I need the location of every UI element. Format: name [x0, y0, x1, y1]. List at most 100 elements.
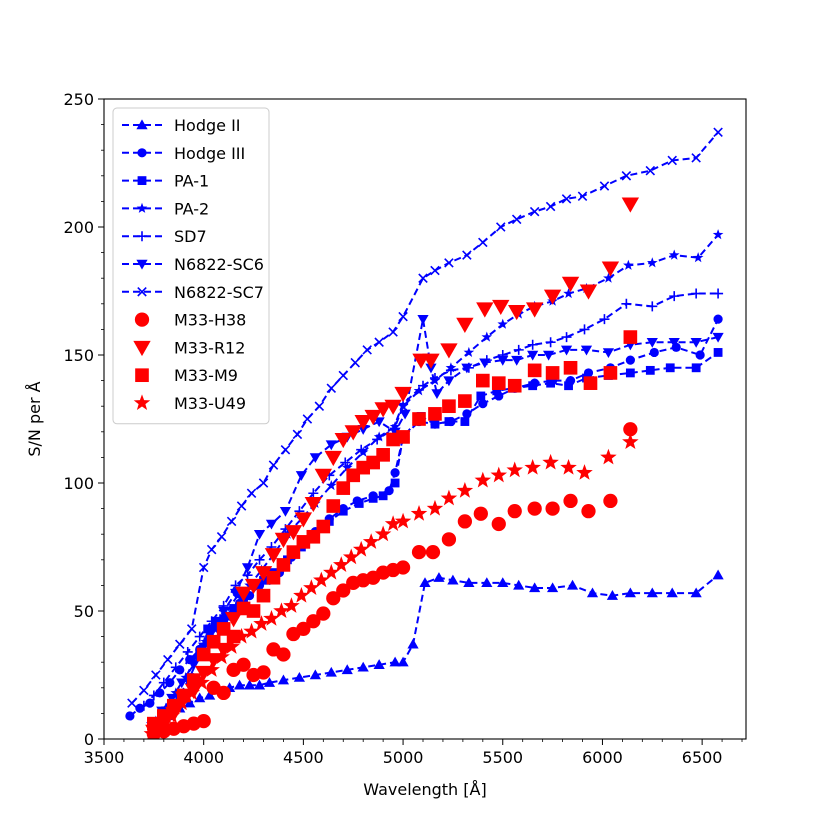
- data-point-n6822-sc7: [292, 429, 303, 440]
- legend-marker-m33-m9: [135, 368, 149, 383]
- data-point-m33-r12: [234, 586, 253, 602]
- data-point-pa-1: [460, 417, 470, 426]
- data-point-m33-m9: [507, 378, 522, 393]
- data-point-m33-r12: [294, 512, 313, 528]
- data-point-n6822-sc7: [495, 222, 506, 232]
- data-point-n6822-sc6: [399, 409, 411, 420]
- data-point-n6822-sc6: [712, 332, 724, 343]
- data-point-hodge-iii: [713, 314, 723, 324]
- data-point-hodge-ii: [433, 572, 445, 582]
- data-point-pa-1: [528, 381, 538, 391]
- data-point-hodge-ii: [566, 579, 579, 590]
- data-point-m33-h38: [326, 591, 341, 606]
- x-axis-label: Wavelength [Å]: [363, 780, 486, 799]
- data-point-m33-m9: [286, 545, 301, 559]
- legend-marker-pa-1: [137, 176, 147, 185]
- data-point-n6822-sc6: [479, 358, 491, 369]
- data-point-n6822-sc6: [527, 350, 539, 361]
- data-point-m33-r12: [274, 532, 293, 548]
- data-point-hodge-ii: [341, 664, 353, 675]
- legend-entry-m33-r12: M33-R12: [133, 338, 245, 357]
- data-point-n6822-sc7: [545, 201, 556, 212]
- data-point-pa-2: [325, 479, 337, 491]
- data-point-pa-2: [341, 462, 353, 473]
- data-point-m33-u49: [163, 707, 181, 723]
- data-point-m33-r12: [324, 450, 342, 467]
- data-point-hodge-ii: [419, 577, 431, 588]
- legend-entry-m33-m9: M33-M9: [135, 366, 238, 385]
- data-point-pa-2: [603, 272, 614, 283]
- data-point-n6822-sc6: [461, 363, 473, 374]
- data-point-hodge-iii: [695, 350, 705, 360]
- data-point-m33-m9: [336, 481, 351, 495]
- data-point-n6822-sc7: [430, 265, 440, 276]
- data-point-sd7: [372, 434, 383, 445]
- data-point-hodge-ii: [194, 692, 206, 703]
- data-point-pa-2: [190, 651, 202, 662]
- data-point-m33-u49: [394, 512, 412, 529]
- legend-label-hodge-ii: Hodge II: [174, 116, 241, 135]
- data-point-pa-1: [492, 386, 502, 396]
- data-point-n6822-sc7: [258, 478, 269, 488]
- y-tick-label: 150: [63, 346, 94, 365]
- data-point-sd7: [527, 339, 538, 350]
- data-point-m33-u49: [213, 648, 230, 665]
- data-point-m33-u49: [253, 615, 270, 631]
- data-point-m33-u49: [374, 525, 392, 542]
- data-point-hodge-ii: [606, 590, 619, 600]
- series-hodge-ii: [154, 569, 724, 728]
- data-point-pa-2: [481, 331, 493, 342]
- data-point-pa-1: [444, 417, 454, 426]
- data-point-pa-2: [497, 318, 509, 329]
- data-point-m33-h38: [395, 560, 411, 575]
- data-point-n6822-sc7: [226, 516, 237, 527]
- data-point-m33-m9: [206, 634, 221, 649]
- data-point-n6822-sc6: [417, 314, 429, 325]
- data-point-m33-h38: [441, 532, 457, 547]
- data-point-sd7: [340, 457, 351, 468]
- data-point-sd7: [621, 298, 632, 309]
- legend-marker-n6822-sc6: [136, 259, 148, 270]
- data-point-pa-1: [338, 506, 348, 516]
- data-point-n6822-sc7: [246, 488, 257, 499]
- data-point-n6822-sc6: [373, 417, 385, 428]
- data-point-hodge-ii: [463, 577, 475, 588]
- data-point-m33-u49: [506, 461, 523, 478]
- data-point-hodge-iii: [125, 711, 135, 721]
- data-point-pa-1: [354, 499, 364, 508]
- data-point-n6822-sc6: [176, 678, 188, 689]
- data-point-m33-u49: [456, 482, 474, 498]
- legend-label-pa-1: PA-1: [174, 172, 209, 191]
- data-point-sd7: [691, 288, 702, 299]
- data-point-m33-h38: [545, 501, 560, 516]
- data-point-m33-r12: [601, 261, 620, 277]
- series-line-n6822-sc7: [131, 131, 719, 704]
- data-point-n6822-sc7: [280, 444, 291, 455]
- data-point-m33-r12: [543, 289, 562, 305]
- legend-marker-m33-r12: [133, 340, 151, 357]
- data-point-m33-u49: [560, 458, 577, 475]
- data-point-hodge-ii: [481, 577, 493, 588]
- data-point-pa-2: [463, 346, 475, 357]
- data-point-sd7: [158, 677, 169, 688]
- data-point-m33-u49: [303, 579, 320, 595]
- y-axis-ticks: 0 50 100 150 200 250: [63, 90, 104, 749]
- legend-entry-pa-2: PA-2: [122, 199, 209, 218]
- data-point-n6822-sc6: [580, 345, 593, 356]
- data-point-n6822-sc7: [388, 327, 398, 337]
- data-point-sd7: [713, 288, 724, 299]
- data-point-m33-u49: [273, 602, 290, 619]
- series-layer: [125, 127, 724, 739]
- data-point-n6822-sc6: [309, 453, 321, 463]
- data-point-pa-1: [368, 493, 378, 503]
- data-point-m33-u49: [223, 638, 240, 654]
- data-point-sd7: [308, 488, 319, 499]
- data-point-m33-h38: [236, 657, 251, 672]
- data-point-n6822-sc6: [543, 350, 555, 361]
- data-point-pa-2: [357, 446, 369, 457]
- data-point-n6822-sc7: [338, 370, 349, 381]
- legend-label-n6822-sc6: N6822-SC6: [174, 255, 264, 274]
- data-point-sd7: [669, 291, 680, 302]
- data-point-m33-r12: [422, 353, 440, 369]
